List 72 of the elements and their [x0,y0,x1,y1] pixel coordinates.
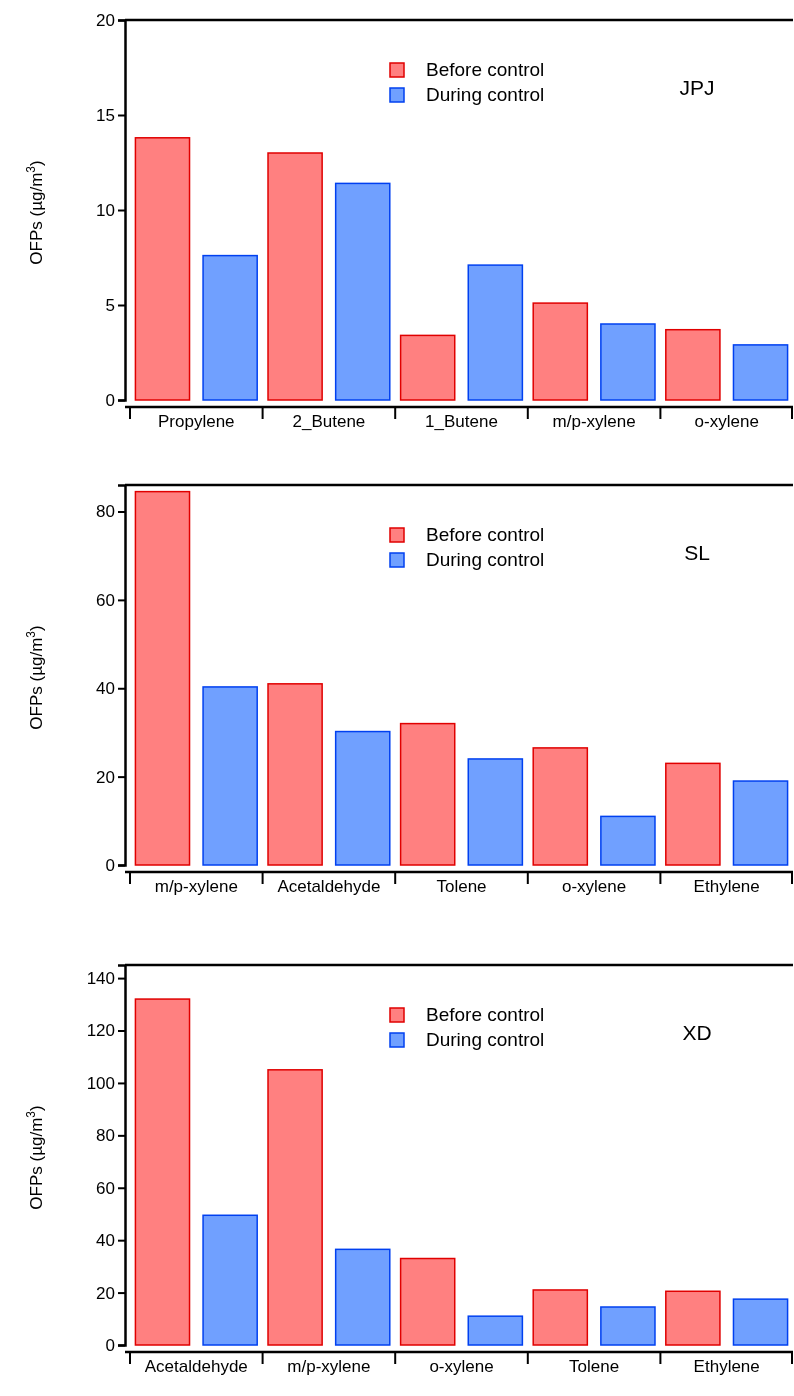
x-tick-label: Tolene [569,1357,620,1376]
bar [732,344,789,401]
bar [134,998,191,1346]
y-tick-label: 40 [96,679,115,699]
bar [399,334,456,401]
bar [665,1290,721,1346]
y-tick-label: 40 [96,1231,115,1251]
bar [202,686,258,866]
x-tick-label: m/p-xylene [552,412,636,431]
y-tick-label: 100 [86,1073,115,1093]
y-tick-label: 0 [105,1335,115,1355]
bar [267,683,323,866]
x-tick-label: Acetaldehyde [277,877,381,896]
bar [732,780,789,866]
y-tick-label: 10 [96,200,115,220]
legend-label: During control [426,84,545,105]
text: JPJ [679,76,715,99]
y-tick-label: 80 [96,502,115,522]
x-tick-label: m/p-xylene [287,1357,371,1376]
x-tick-label: Propylene [158,412,235,431]
bar [334,730,391,866]
bar [532,302,589,401]
legend-label: Before control [426,1004,545,1025]
bar [732,1298,789,1346]
bar [532,747,589,866]
legend-label: During control [426,549,545,570]
bar [399,722,456,866]
y-tick-label: 15 [96,105,115,125]
y-tick-label: 60 [96,590,115,610]
x-tick-label: o-xylene [561,877,627,896]
bar [600,815,656,866]
x-tick-label: 2_Butene [292,412,366,431]
bar [467,264,524,401]
x-tick-label: m/p-xylene [154,877,238,896]
bar [467,758,524,866]
bar [399,1257,456,1346]
y-tick-label: 5 [105,295,115,315]
y-tick-label: 20 [96,767,115,787]
text: XD [682,1021,712,1044]
y-tick-label: 80 [96,1126,115,1146]
y-tick-label: 0 [105,855,115,875]
bar [665,328,721,401]
bar [202,1214,258,1346]
text: SL [684,541,710,564]
legend-label: Before control [426,524,545,545]
x-tick-label: Tolene [436,877,487,896]
bar [600,1306,656,1346]
y-tick-label: 140 [86,969,115,989]
bar [202,254,258,401]
legend-label: Before control [426,59,545,80]
bar [467,1315,524,1346]
y-tick-label: 20 [96,1283,115,1303]
y-tick-label: 0 [105,390,115,410]
bar [665,762,721,866]
bar [334,182,391,401]
bar [600,323,656,401]
bar [134,490,191,866]
x-tick-label: Acetaldehyde [144,1357,248,1376]
legend-label: During control [426,1029,545,1050]
x-tick-label: o-xylene [694,412,759,431]
x-tick-label: Ethylene [693,1357,760,1376]
bar [532,1289,589,1346]
y-tick-label: 120 [86,1021,115,1041]
bar [334,1248,391,1346]
x-tick-label: Ethylene [693,877,760,896]
bar [267,152,323,401]
y-tick-label: 20 [96,10,115,30]
y-tick-label: 60 [96,1178,115,1198]
x-tick-label: o-xylene [429,1357,494,1376]
x-tick-label: 1_Butene [425,412,498,431]
bar [134,137,191,401]
bar [267,1069,323,1346]
